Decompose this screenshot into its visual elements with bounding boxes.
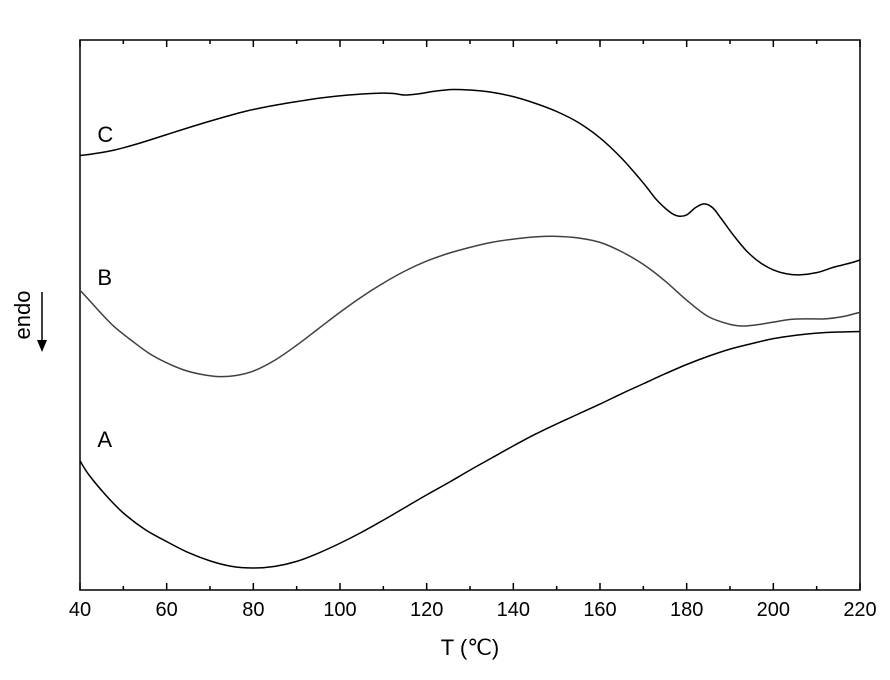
x-tick-label: 80 <box>242 599 264 621</box>
x-tick-label: 60 <box>156 599 178 621</box>
chart-svg: 40 60 80 100 120 140 160 180 200 220 T (℃) endo A… <box>0 0 890 680</box>
series-label-b: B <box>97 265 112 290</box>
x-axis-tick-labels: 40 60 80 100 120 140 160 180 200 220 <box>69 599 877 621</box>
x-tick-label: 120 <box>410 599 443 621</box>
series-label-a: A <box>97 427 112 452</box>
x-tick-label: 200 <box>757 599 790 621</box>
series-labels: A B C <box>97 122 113 452</box>
x-axis-ticks <box>80 40 860 590</box>
y-axis-label: endo <box>10 291 35 340</box>
y-axis-endo-indicator: endo <box>10 291 47 352</box>
x-axis-minor-ticks <box>123 40 816 590</box>
curve-b <box>80 236 860 376</box>
x-tick-label: 180 <box>670 599 703 621</box>
x-tick-label: 40 <box>69 599 91 621</box>
curve-a <box>80 332 860 569</box>
x-tick-label: 100 <box>323 599 356 621</box>
series-curves <box>80 89 860 568</box>
endo-arrow-head <box>37 340 47 352</box>
plot-frame <box>80 40 860 590</box>
dsc-chart: 40 60 80 100 120 140 160 180 200 220 T (℃) endo A… <box>0 0 890 680</box>
x-tick-label: 160 <box>583 599 616 621</box>
x-tick-label: 220 <box>843 599 876 621</box>
x-tick-label: 140 <box>497 599 530 621</box>
series-label-c: C <box>97 122 113 147</box>
x-axis-title: T (℃) <box>441 635 500 660</box>
